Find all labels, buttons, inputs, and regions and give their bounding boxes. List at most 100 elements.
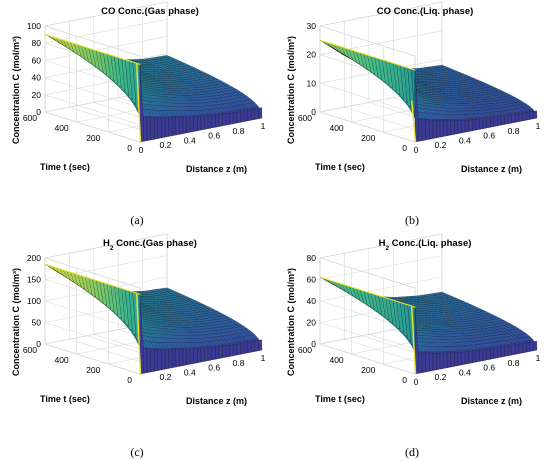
surface-wall-facet — [172, 349, 176, 368]
x-tick-label: 0.2 — [434, 140, 446, 150]
surface-wall-facet — [468, 350, 473, 364]
surface-wall-facet — [461, 120, 466, 133]
surface-wall-facet — [457, 351, 462, 366]
surface-wall-facet — [168, 349, 173, 369]
y-axis-label: Time t (sec) — [315, 394, 365, 404]
z-axis-label: Concentration C (mol/m³) — [286, 36, 296, 144]
surface-wall-facet — [486, 117, 491, 129]
x-tick-label: 1 — [261, 121, 266, 131]
x-tick-label: 0.4 — [184, 135, 196, 145]
surface-wall-facet — [432, 353, 437, 371]
surface-wall-facet — [436, 120, 441, 138]
y-tick-label: 0 — [127, 375, 132, 385]
surface-wall-facet — [439, 352, 444, 370]
x-tick-label: 0.8 — [508, 358, 520, 368]
surface-wall-facet — [229, 344, 234, 357]
surface-wall-facet — [243, 342, 248, 354]
surface-wall-facet — [154, 349, 159, 372]
surface-wall-facet — [454, 352, 459, 367]
x-tick-label: 0.2 — [434, 372, 446, 382]
surface-wall-facet — [479, 349, 484, 362]
surface-wall-facet — [529, 341, 534, 352]
surface-wall-facet — [146, 117, 151, 141]
surface-wall-facet — [461, 351, 466, 365]
z-tick-label: 0 — [311, 339, 316, 349]
inlet-edge — [320, 276, 416, 308]
surface-wall-facet — [250, 108, 255, 121]
y-tick-label: 400 — [54, 123, 68, 133]
surface-wall-facet — [490, 348, 495, 360]
x-tick-label: 0.2 — [159, 372, 171, 382]
z-tick-label: 50 — [32, 318, 42, 328]
surface-wall-facet — [421, 119, 426, 141]
surface-wall-facet — [154, 117, 159, 140]
surface-wall-facet — [150, 349, 155, 373]
surface-wall-facet — [497, 116, 502, 126]
y-axis-label: Time t (sec) — [40, 394, 90, 404]
surface-wall-facet — [525, 111, 530, 121]
z-tick-label: 0 — [311, 107, 316, 117]
surface-wall-facet — [247, 341, 252, 353]
surface-wall-facet — [497, 347, 502, 358]
surface-wall-facet — [429, 352, 434, 372]
y-tick-label: 200 — [361, 133, 375, 143]
surface-wall-facet — [236, 111, 241, 124]
surface-wall-facet — [157, 349, 162, 371]
y-tick-label: 600 — [23, 113, 37, 123]
chart-title: H2 Conc.(Liq. phase) — [379, 238, 472, 252]
surface-wall-facet — [197, 116, 202, 131]
surface-wall-facet — [472, 350, 477, 363]
surface-wall-facet — [418, 119, 423, 142]
y-tick-label: 400 — [329, 355, 343, 365]
surface-wall-facet — [511, 344, 516, 356]
z-axis-label: Concentration C (mol/m³) — [11, 36, 21, 144]
surface-wall-facet — [490, 117, 495, 128]
z-tick-label: 200 — [27, 253, 41, 263]
chart-panel-3: 0 20 40 60 80 0 0.2 0.4 0.6 0.8 1 0 200 400 600Concent… — [286, 233, 541, 459]
surface-wall-facet — [243, 110, 248, 122]
surface-wall-facet — [172, 117, 176, 136]
x-tick-label: 0.8 — [233, 358, 245, 368]
surface-wall-facet — [504, 115, 509, 125]
y-tick-label: 0 — [127, 143, 132, 153]
surface-wall-facet — [254, 340, 259, 352]
z-tick-label: 0 — [36, 107, 41, 117]
surface-wall-facet — [425, 352, 430, 373]
y-tick-label: 0 — [402, 143, 407, 153]
surface-wall-facet — [457, 120, 462, 134]
x-tick-label: 0 — [414, 145, 419, 155]
z-tick-label: 100 — [27, 21, 41, 31]
surface-wall-facet — [522, 112, 527, 121]
surface-wall-facet — [258, 107, 263, 119]
surface-wall-facet — [146, 348, 151, 373]
surface-wall-facet — [207, 115, 212, 129]
surface-wall-facet — [150, 117, 155, 141]
surface-wall-facet — [468, 119, 473, 132]
surface-wall-facet — [493, 347, 498, 359]
surface-wall-facet — [515, 344, 520, 355]
surface-wall-facet — [222, 113, 227, 126]
surface — [319, 276, 538, 375]
surface-wall-facet — [229, 112, 234, 125]
surface-wall-facet — [258, 339, 263, 351]
y-axis-label: Time t (sec) — [315, 162, 365, 172]
chart-panel-2: 0 50 100 150 200 0.2 0.4 0.6 0.8 1 0 200 400 600Conce… — [11, 233, 266, 459]
surface-wall-facet — [464, 119, 469, 133]
surface-wall-facet — [515, 113, 520, 123]
surface-wall-facet — [233, 344, 237, 356]
x-tick-label: 0 — [139, 145, 144, 155]
chart-title: CO Conc.(Gas phase) — [101, 6, 199, 17]
x-tick-label: 0.2 — [159, 140, 171, 150]
chart-title: CO Conc.(Liq. phase) — [377, 6, 474, 17]
x-tick-label: 0.6 — [208, 131, 220, 141]
surface — [44, 33, 263, 143]
surface-wall-facet — [493, 116, 498, 127]
surface-wall-facet — [236, 343, 241, 356]
z-axis-label: Concentration C (mol/m³) — [286, 268, 296, 376]
z-tick-label: 10 — [307, 78, 317, 88]
y-tick-label: 600 — [23, 345, 37, 355]
x-axis-label: Distance z (m) — [186, 396, 247, 406]
surface-wall-facet — [447, 120, 451, 136]
x-tick-label: 0.8 — [233, 126, 245, 136]
